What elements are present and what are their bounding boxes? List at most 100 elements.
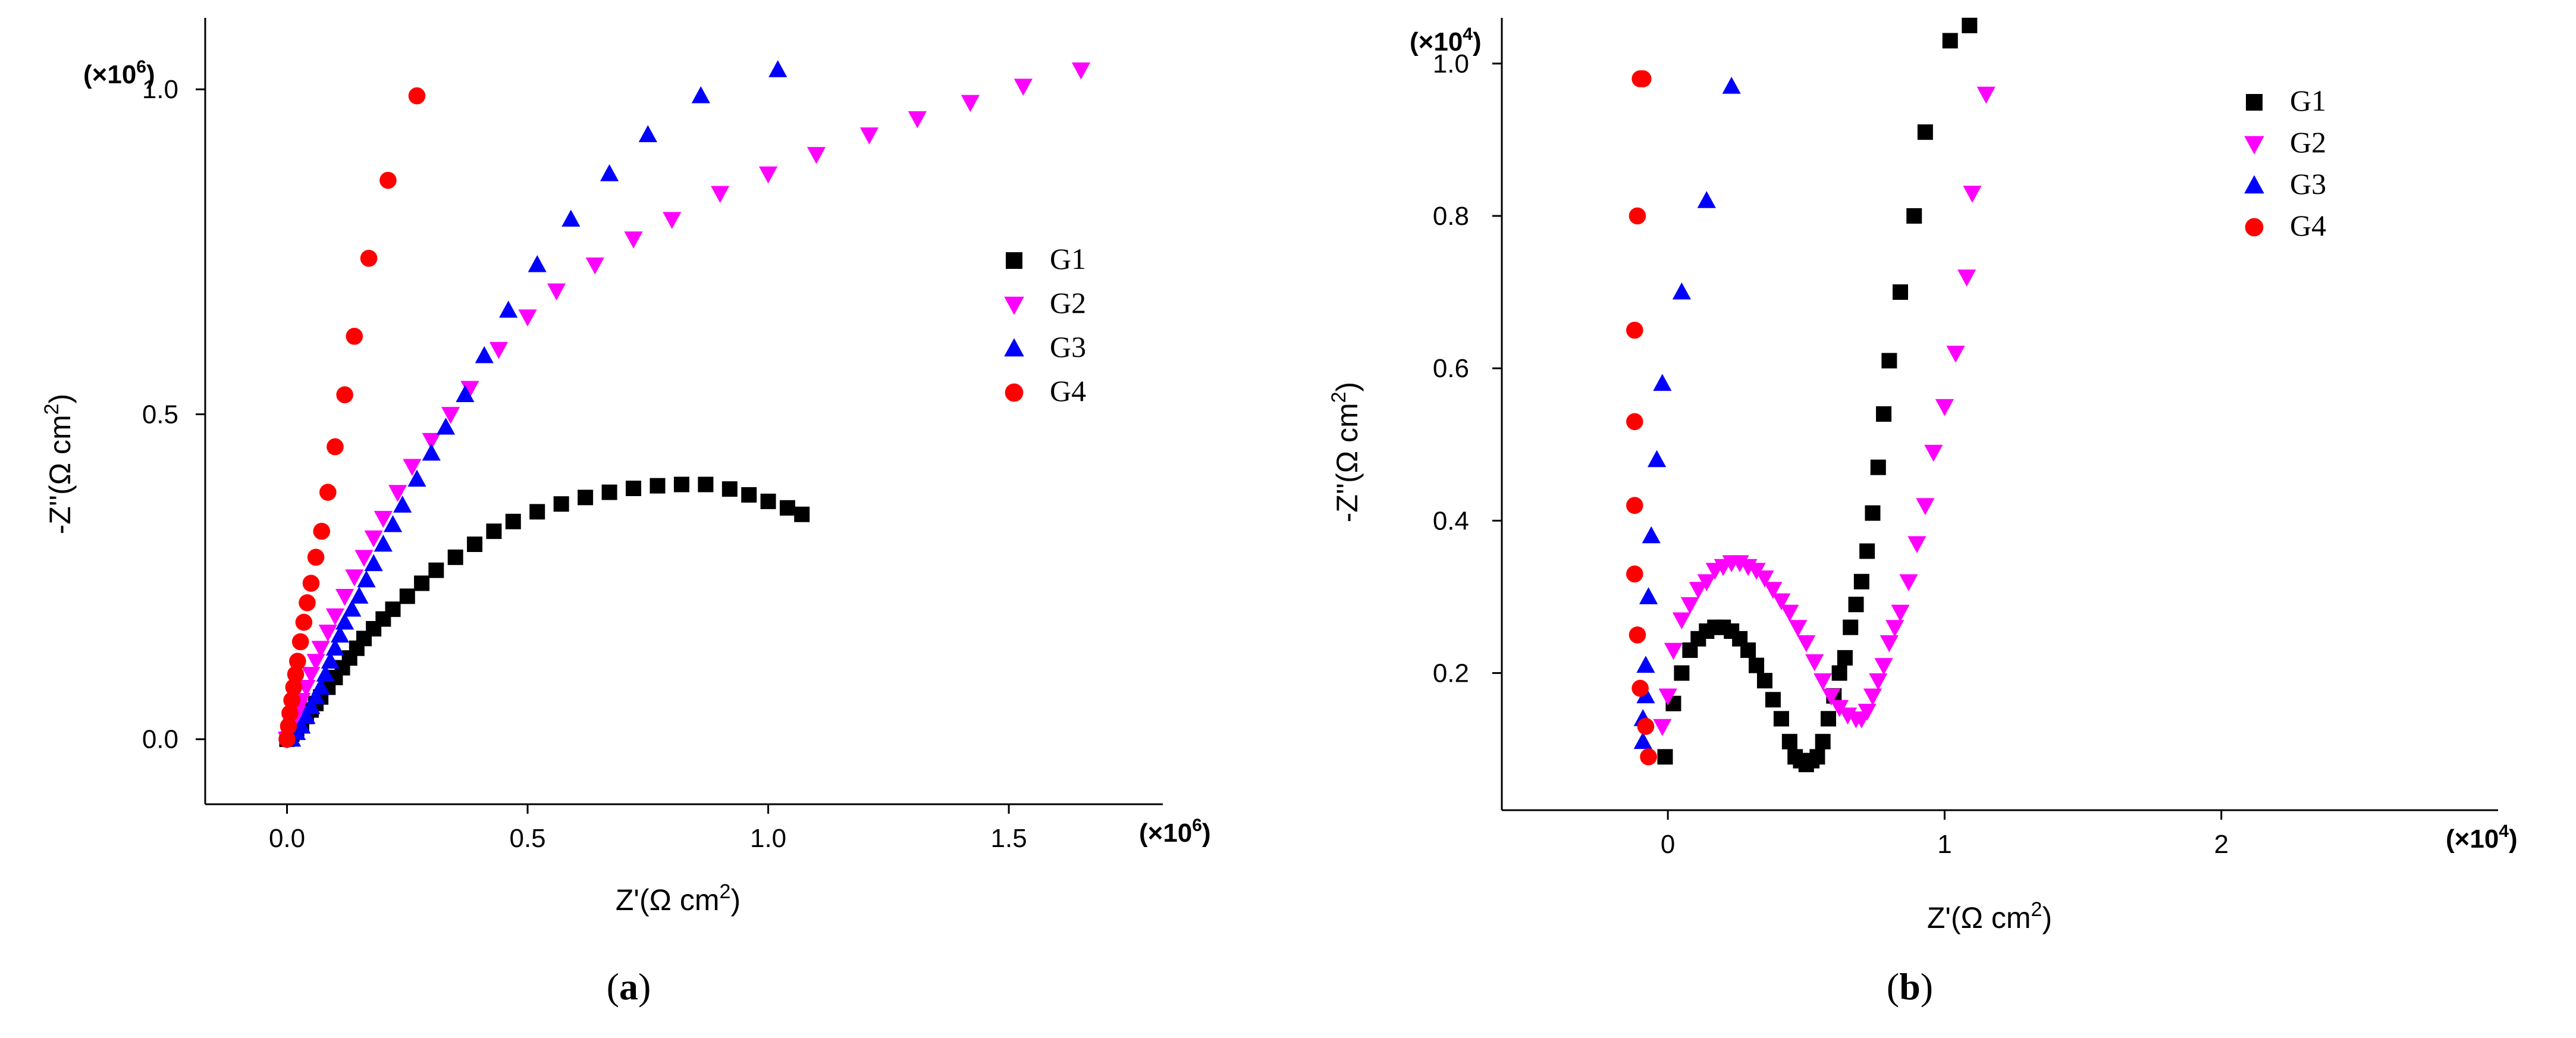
panel-b-ticks: 0 1 2 0.2 0.4 0.6 0.8 1.0 bbox=[1433, 49, 2229, 859]
data-point-g1 bbox=[385, 601, 401, 617]
data-point-g4 bbox=[319, 484, 337, 501]
data-point-g1 bbox=[1881, 353, 1897, 369]
data-point-g3 bbox=[638, 125, 657, 143]
legend-marker-g3 bbox=[2244, 175, 2264, 194]
data-point-g4 bbox=[1637, 717, 1655, 735]
data-point-g2 bbox=[1858, 704, 1877, 721]
data-point-g1 bbox=[1837, 650, 1853, 666]
legend-marker-g2 bbox=[1004, 296, 1024, 315]
y-tick-label: 0.2 bbox=[1433, 658, 1469, 688]
data-point-g3 bbox=[343, 599, 362, 617]
data-point-g1 bbox=[741, 487, 757, 503]
x-tick-label: 1 bbox=[1937, 830, 1951, 859]
data-point-g3 bbox=[335, 612, 354, 630]
data-point-g3 bbox=[1639, 587, 1658, 604]
series-g2 bbox=[1653, 86, 1995, 736]
legend-label-g1: G1 bbox=[1050, 242, 1086, 275]
data-point-g2 bbox=[1780, 604, 1799, 622]
data-point-g1 bbox=[1859, 543, 1875, 559]
data-point-g2 bbox=[1664, 642, 1683, 660]
data-point-g3 bbox=[311, 678, 330, 695]
data-point-g2 bbox=[518, 309, 537, 327]
data-point-g2 bbox=[1764, 582, 1783, 599]
data-point-g4 bbox=[408, 87, 426, 105]
data-point-g2 bbox=[1653, 719, 1672, 736]
data-point-g2 bbox=[1797, 635, 1816, 653]
data-point-g1 bbox=[399, 588, 415, 604]
data-point-g2 bbox=[1907, 536, 1926, 553]
data-point-g2 bbox=[311, 641, 330, 658]
data-point-g4 bbox=[313, 522, 331, 540]
data-point-g2 bbox=[961, 95, 980, 112]
data-point-g1 bbox=[1870, 459, 1886, 475]
data-point-g4 bbox=[1626, 321, 1643, 339]
data-point-g2 bbox=[364, 530, 383, 548]
data-point-g3 bbox=[357, 570, 376, 588]
data-point-g2 bbox=[1772, 593, 1791, 611]
data-point-g4 bbox=[1631, 679, 1649, 697]
panel-a-axes bbox=[204, 18, 1163, 805]
data-point-g3 bbox=[364, 554, 383, 572]
data-point-g3 bbox=[321, 651, 340, 669]
x-tick-label: 1.5 bbox=[991, 824, 1027, 853]
data-point-g2 bbox=[758, 166, 778, 184]
data-point-g1 bbox=[1809, 749, 1825, 765]
data-point-g3 bbox=[456, 385, 475, 403]
data-point-g3 bbox=[768, 60, 787, 77]
data-point-g1 bbox=[428, 562, 444, 578]
panel-a-x-axis-label: Z'(Ω cm2) bbox=[616, 880, 741, 917]
data-point-g1 bbox=[698, 476, 714, 493]
legend-marker-g1 bbox=[1006, 252, 1022, 269]
data-point-g2 bbox=[374, 510, 393, 528]
y-tick-label: 1.0 bbox=[1433, 49, 1469, 79]
data-point-g2 bbox=[403, 459, 422, 476]
legend-marker-g4 bbox=[1005, 383, 1024, 402]
data-point-g3 bbox=[306, 687, 325, 705]
data-point-g2 bbox=[354, 550, 374, 567]
panel-a-ticks: 0.0 0.5 1.0 1.5 0.0 0.5 1.0 bbox=[142, 75, 1027, 853]
panel-b-legend: G1 G2 G3 G4 bbox=[2244, 84, 2326, 242]
data-point-g1 bbox=[1781, 733, 1797, 750]
data-point-g3 bbox=[393, 496, 412, 513]
data-point-g3 bbox=[292, 716, 311, 734]
panel-a-caption: (a) bbox=[607, 965, 651, 1008]
data-point-g1 bbox=[1749, 657, 1765, 673]
panel-b-caption: (b) bbox=[1887, 965, 1933, 1008]
data-point-g1 bbox=[529, 504, 545, 520]
data-point-g2 bbox=[302, 667, 321, 684]
data-point-g2 bbox=[422, 432, 441, 450]
data-point-g3 bbox=[330, 625, 350, 643]
data-point-g1 bbox=[578, 490, 594, 506]
data-point-g1 bbox=[1821, 711, 1837, 727]
legend-marker-g2 bbox=[2244, 136, 2264, 155]
data-point-g1 bbox=[1893, 284, 1908, 300]
data-point-g2 bbox=[585, 257, 604, 275]
data-point-g4 bbox=[1626, 565, 1643, 583]
data-point-g3 bbox=[350, 587, 369, 604]
data-point-g1 bbox=[505, 513, 521, 529]
data-point-g1 bbox=[1906, 208, 1922, 224]
data-point-g3 bbox=[374, 534, 393, 552]
data-point-g4 bbox=[285, 679, 303, 696]
data-point-g3 bbox=[1672, 282, 1692, 300]
data-point-g1 bbox=[1765, 692, 1781, 708]
data-point-g3 bbox=[436, 418, 456, 435]
series-g3 bbox=[283, 60, 787, 747]
data-point-g3 bbox=[1647, 450, 1667, 468]
data-point-g1 bbox=[1657, 749, 1673, 765]
data-point-g1 bbox=[1942, 33, 1958, 49]
panel-b-data-points bbox=[1626, 17, 1995, 773]
data-point-g3 bbox=[1642, 526, 1661, 544]
data-point-g4 bbox=[281, 704, 299, 722]
data-point-g3 bbox=[1633, 732, 1652, 750]
data-point-g3 bbox=[1697, 191, 1716, 208]
data-point-g4 bbox=[287, 666, 305, 683]
panel-b-x-axis-label: Z'(Ω cm2) bbox=[1927, 898, 2052, 934]
data-point-g1 bbox=[794, 506, 810, 522]
panel-a-x-multiplier: (×106) bbox=[1139, 816, 1211, 848]
legend-label-g4: G4 bbox=[1050, 374, 1086, 407]
data-point-g3 bbox=[325, 638, 345, 656]
data-point-g4 bbox=[1629, 207, 1646, 225]
data-point-g1 bbox=[1848, 597, 1864, 613]
